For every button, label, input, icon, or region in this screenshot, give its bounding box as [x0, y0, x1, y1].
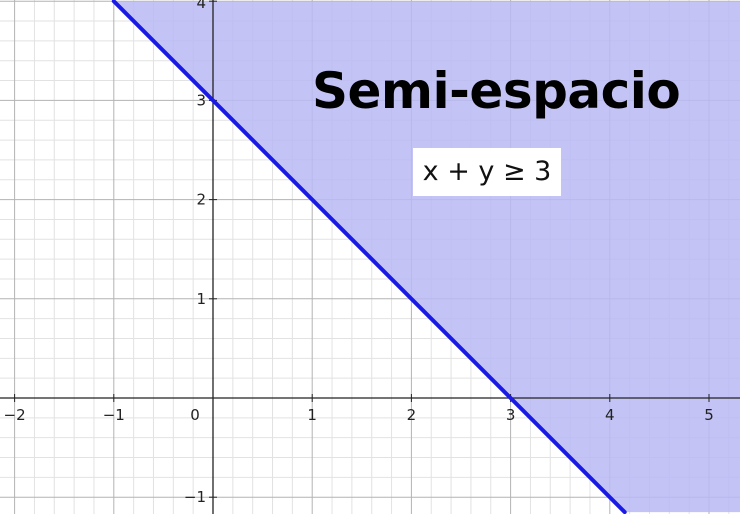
y-tick-label: 3 — [196, 91, 206, 109]
y-tick-label: 4 — [196, 0, 206, 12]
x-tick-label: 0 — [190, 406, 200, 424]
tick-labels: −2 −1 0 1 2 3 4 5 −1 1 2 3 4 — [4, 0, 714, 506]
shaded-half-plane — [113, 1, 740, 513]
boundary-line — [111, 0, 627, 514]
x-tick-label: 3 — [506, 406, 516, 424]
y-tick-label: −1 — [184, 488, 206, 506]
chart-title: Semi-espacio — [312, 62, 681, 120]
x-tick-label: −2 — [4, 406, 26, 424]
x-tick-label: 2 — [407, 406, 417, 424]
x-tick-label: 4 — [605, 406, 615, 424]
x-tick-label: 1 — [307, 406, 317, 424]
x-tick-label: 5 — [704, 406, 714, 424]
inequality-label: x + y ≥ 3 — [413, 148, 561, 196]
x-tick-label: −1 — [103, 406, 125, 424]
y-tick-label: 2 — [196, 191, 206, 209]
y-tick-label: 1 — [196, 290, 206, 308]
